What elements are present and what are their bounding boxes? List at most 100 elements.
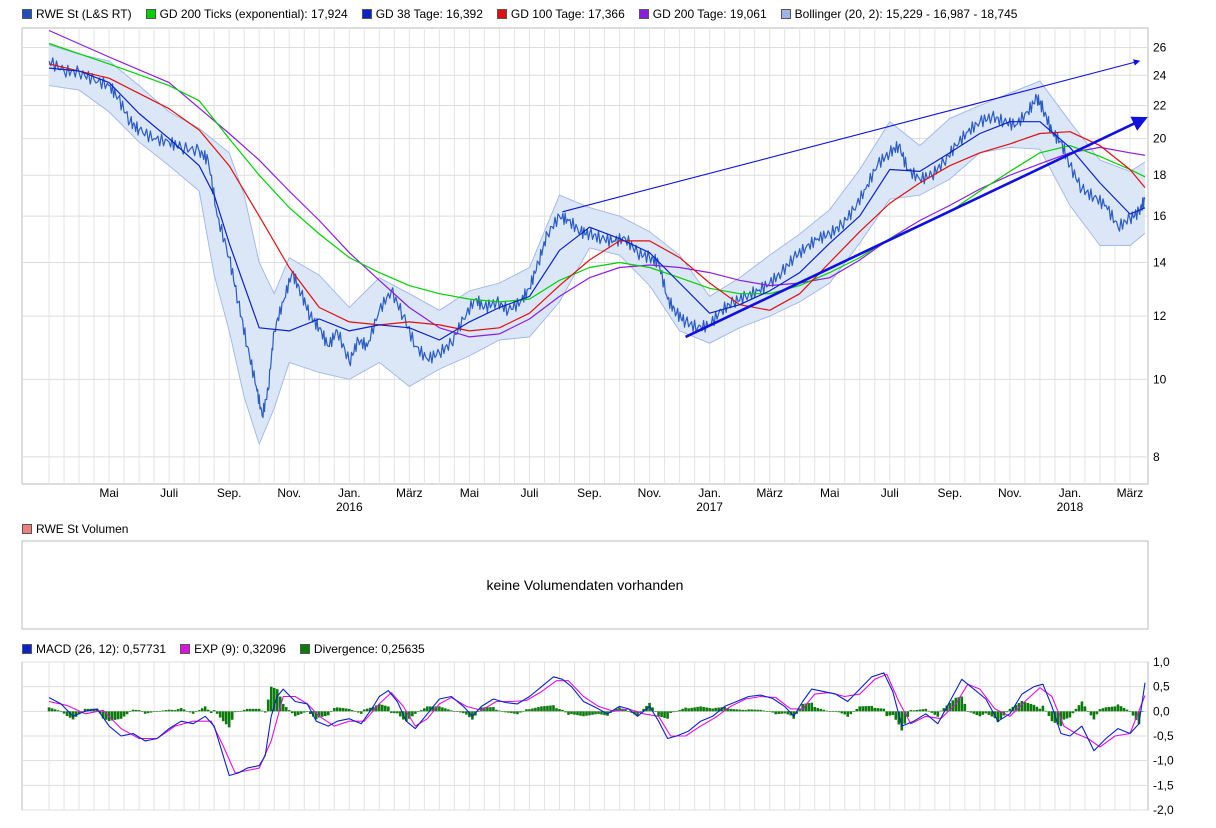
- divergence-bar: [435, 706, 438, 712]
- divergence-bar: [537, 707, 540, 712]
- divergence-bar: [762, 710, 765, 712]
- divergence-bar: [495, 709, 498, 712]
- divergence-bar: [570, 711, 573, 715]
- divergence-bar: [447, 709, 450, 712]
- divergence-bar: [372, 706, 375, 712]
- x-tick-year: 2016: [336, 500, 363, 514]
- divergence-bar: [783, 711, 786, 714]
- divergence-bar: [335, 707, 339, 712]
- legend-label: RWE St Volumen: [36, 522, 129, 536]
- divergence-bar: [381, 704, 384, 712]
- x-tick-label: Mai: [99, 486, 118, 500]
- series-gd38: [48, 67, 1146, 341]
- divergence-bar: [350, 710, 354, 712]
- divergence-bar: [65, 711, 69, 717]
- divergence-bar: [1116, 704, 1120, 712]
- legend-label: MACD (26, 12): 0,57731: [36, 642, 167, 656]
- divergence-bar: [576, 711, 579, 716]
- divergence-bar: [224, 711, 228, 725]
- divergence-bar: [444, 708, 447, 712]
- divergence-bar: [329, 711, 333, 712]
- divergence-bar: [915, 709, 919, 712]
- legend-label: GD 200 Ticks (exponential): 17,924: [159, 7, 348, 21]
- divergence-bar: [864, 706, 868, 712]
- divergence-bar: [1092, 711, 1096, 720]
- divergence-bar: [423, 708, 426, 712]
- divergence-bar: [116, 711, 120, 720]
- divergence-bar: [47, 707, 51, 712]
- divergence-bar: [441, 707, 444, 712]
- divergence-bar: [882, 708, 886, 712]
- divergence-bar: [113, 711, 117, 720]
- series-exp: [48, 673, 1146, 774]
- divergence-bar: [1065, 711, 1069, 719]
- price-legend: RWE St (L&S RT) GD 200 Ticks (exponential…: [22, 6, 1031, 22]
- divergence-bar: [804, 703, 807, 712]
- macd-plot: [47, 672, 1146, 777]
- divergence-bar: [411, 711, 414, 717]
- divergence-bar: [558, 709, 561, 712]
- divergence-bar: [1107, 706, 1111, 712]
- divergence-bar: [933, 711, 937, 715]
- divergence-bar: [314, 711, 318, 720]
- y-tick-label: 0,0: [1153, 704, 1170, 718]
- divergence-bar: [696, 706, 699, 712]
- divergence-bar: [924, 708, 928, 712]
- divergence-bar: [657, 711, 660, 717]
- divergence-bar: [305, 711, 309, 712]
- divergence-bar: [555, 708, 558, 712]
- divergence-bar: [143, 711, 147, 714]
- divergence-bar: [104, 711, 108, 720]
- divergence-bar: [714, 707, 717, 712]
- divergence-bar: [651, 707, 654, 712]
- divergence-bar: [900, 711, 904, 731]
- divergence-bar: [80, 711, 84, 712]
- divergence-bar: [290, 711, 294, 714]
- divergence-bar: [170, 709, 174, 712]
- divergence-bar: [227, 711, 231, 728]
- divergence-bar: [245, 708, 249, 712]
- divergence-bar: [510, 711, 513, 714]
- divergence-bar: [813, 707, 817, 712]
- divergence-bar: [167, 709, 171, 712]
- divergence-bar: [1119, 706, 1123, 712]
- divergence-bar: [960, 696, 964, 712]
- divergence-bar: [194, 711, 198, 712]
- divergence-bar: [843, 711, 847, 715]
- divergence-bar: [540, 706, 543, 712]
- divergence-bar: [251, 708, 255, 712]
- volume-legend: RWE St Volumen: [22, 521, 142, 537]
- divergence-bar: [179, 708, 183, 712]
- divergence-bar: [396, 711, 399, 714]
- x-tick-label: Mai: [820, 486, 839, 500]
- divergence-bar: [212, 710, 216, 712]
- divergence-bar: [594, 711, 597, 715]
- divergence-bar: [465, 711, 468, 715]
- divergence-bar: [432, 706, 435, 712]
- divergence-bar: [59, 711, 63, 712]
- divergence-bar: [507, 711, 510, 713]
- legend-swatch: [180, 644, 191, 654]
- divergence-bar: [417, 711, 420, 712]
- divergence-bar: [774, 711, 777, 715]
- divergence-bar: [429, 706, 432, 712]
- divergence-bar: [618, 707, 621, 712]
- divergence-bar: [600, 711, 603, 715]
- divergence-bar: [1071, 711, 1075, 714]
- divergence-bar: [879, 708, 883, 712]
- divergence-bar: [86, 708, 90, 712]
- divergence-bar: [681, 708, 684, 712]
- divergence-bar: [732, 709, 735, 712]
- divergence-bar: [672, 711, 675, 713]
- divergence-bar: [987, 711, 991, 715]
- divergence-bar: [158, 710, 162, 712]
- divergence-bar: [828, 711, 832, 712]
- divergence-bar: [197, 710, 201, 712]
- legend-label: EXP (9): 0,32096: [194, 642, 286, 656]
- divergence-bar: [302, 711, 306, 713]
- x-tick-label: Juli: [881, 486, 899, 500]
- divergence-bar: [498, 710, 501, 712]
- divergence-bar: [369, 707, 372, 712]
- divergence-bar: [125, 711, 129, 715]
- divergence-bar: [1140, 711, 1144, 712]
